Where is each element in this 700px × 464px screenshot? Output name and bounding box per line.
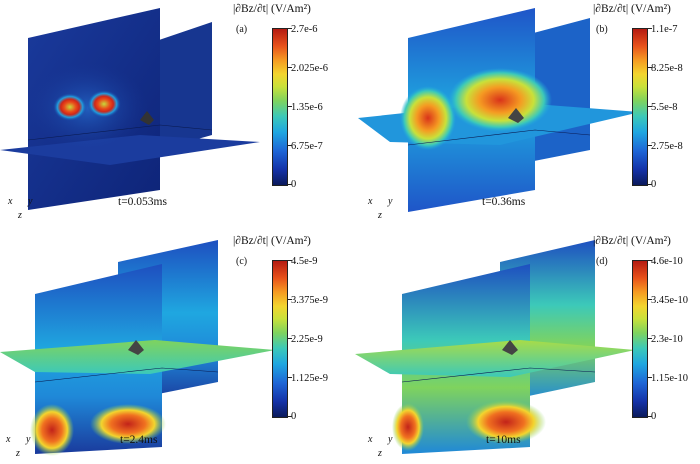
time-label: t=2.4ms: [120, 434, 158, 446]
colorbar-tick: 0: [651, 411, 657, 422]
axis-triad: x y z: [8, 196, 38, 222]
colorbar-tick-mark: [288, 28, 292, 29]
panel-a: |∂Bz/∂t| (V/Am²) (a) 2.7e-6 2.025e-6 1.3…: [0, 0, 350, 232]
colorbar-tick-mark: [648, 28, 652, 29]
colorbar-tick-mark: [648, 416, 652, 417]
colorbar-tick: 2.025e-6: [291, 63, 329, 74]
slice-horizontal-plane: [355, 340, 635, 377]
axis-x-label: x: [6, 434, 11, 445]
colorbar-tick-mark: [648, 299, 652, 300]
colorbar-tick: 8.25e-8: [651, 63, 683, 74]
hotspot-left: [30, 404, 74, 456]
hotspot-center: [466, 400, 546, 444]
time-label: t=0.053ms: [118, 196, 167, 208]
colorbar: [632, 260, 648, 418]
colorbar-tick-mark: [648, 145, 652, 146]
panel-d: |∂Bz/∂t| (V/Am²) (d) 4.6e-10 3.45e-10 2.…: [350, 232, 700, 464]
target-body: [502, 340, 518, 355]
colorbar-tick: 5.5e-8: [651, 102, 678, 113]
axis-x-label: x: [368, 434, 373, 445]
axis-z-label: z: [378, 210, 382, 221]
axis-x-label: x: [8, 196, 13, 207]
colorbar: [632, 28, 648, 186]
colorbar-tick: 4.6e-10: [651, 256, 683, 267]
colorbar-tick-mark: [648, 67, 652, 68]
axis-z-label: z: [378, 448, 382, 459]
plot-b: [358, 8, 640, 212]
target-body: [140, 111, 154, 125]
colorbar-tick: 3.45e-10: [651, 295, 689, 306]
axis-triad: x y z: [368, 196, 398, 222]
colorbar-tick: 1.15e-10: [651, 373, 689, 384]
hotspot-center: [90, 404, 166, 444]
colorbar-title: |∂Bz/∂t| (V/Am²): [593, 3, 671, 15]
colorbar-tick: 0: [291, 411, 297, 422]
axis-triad: x y z: [6, 434, 36, 460]
colorbar-tick: 3.375e-9: [291, 295, 329, 306]
hotspot-right: [87, 90, 121, 118]
target-body: [508, 108, 524, 123]
plot-d: [355, 240, 635, 454]
colorbar-tick: 2.3e-10: [651, 334, 683, 345]
colorbar-tick: 6.75e-7: [291, 141, 323, 152]
axis-y-label: y: [28, 196, 33, 207]
colorbar-tick-mark: [288, 184, 292, 185]
target-body: [128, 340, 144, 355]
panel-label: (b): [596, 24, 608, 35]
panel-c: |∂Bz/∂t| (V/Am²) (c) 4.5e-9 3.375e-9 2.2…: [0, 232, 350, 464]
panel-b: |∂Bz/∂t| (V/Am²) (b) 1.1e-7 8.25e-8 5.5e…: [350, 0, 700, 232]
axis-y-label: y: [26, 434, 31, 445]
colorbar-tick: 0: [291, 179, 297, 190]
colorbar-tick: 4.5e-9: [291, 256, 318, 267]
panel-label: (a): [236, 24, 248, 35]
colorbar: [272, 260, 288, 418]
plot-a: [0, 8, 260, 210]
colorbar: [272, 28, 288, 186]
plot-c: [0, 240, 275, 456]
hotspot-left: [53, 93, 87, 121]
colorbar-title: |∂Bz/∂t| (V/Am²): [233, 3, 311, 15]
colorbar-tick-mark: [288, 377, 292, 378]
colorbar-tick-mark: [648, 184, 652, 185]
hotspot-left: [400, 86, 456, 150]
colorbar-tick-mark: [288, 67, 292, 68]
axis-y-label: y: [388, 434, 393, 445]
axis-z-label: z: [18, 210, 22, 221]
axis-x-label: x: [368, 196, 373, 207]
colorbar-title: |∂Bz/∂t| (V/Am²): [593, 235, 671, 247]
colorbar-tick-mark: [288, 260, 292, 261]
colorbar-tick-mark: [648, 377, 652, 378]
colorbar-tick-mark: [288, 299, 292, 300]
colorbar-tick: 1.1e-7: [651, 24, 678, 35]
axis-y-label: y: [388, 196, 393, 207]
axis-triad: x y z: [368, 434, 398, 460]
slice-horizontal-plane: [0, 340, 275, 374]
colorbar-tick-mark: [648, 106, 652, 107]
colorbar-tick: 2.75e-8: [651, 141, 683, 152]
colorbar-tick-mark: [648, 260, 652, 261]
colorbar-tick: 1.35e-6: [291, 102, 323, 113]
colorbar-title: |∂Bz/∂t| (V/Am²): [233, 235, 311, 247]
colorbar-tick-mark: [648, 338, 652, 339]
colorbar-tick-mark: [288, 145, 292, 146]
colorbar-tick-mark: [288, 416, 292, 417]
colorbar-tick: 2.25e-9: [291, 334, 323, 345]
colorbar-tick: 0: [651, 179, 657, 190]
hotspot-center: [448, 68, 552, 132]
colorbar-tick: 1.125e-9: [291, 373, 329, 384]
panel-label: (c): [236, 256, 248, 267]
colorbar-tick: 2.7e-6: [291, 24, 318, 35]
time-label: t=10ms: [486, 434, 521, 446]
hotspot-left: [392, 403, 424, 451]
panel-label: (d): [596, 256, 608, 267]
time-label: t=0.36ms: [482, 196, 526, 208]
slice-horizontal-plane: [0, 135, 260, 165]
axis-z-label: z: [16, 448, 20, 459]
colorbar-tick-mark: [288, 338, 292, 339]
colorbar-tick-mark: [288, 106, 292, 107]
